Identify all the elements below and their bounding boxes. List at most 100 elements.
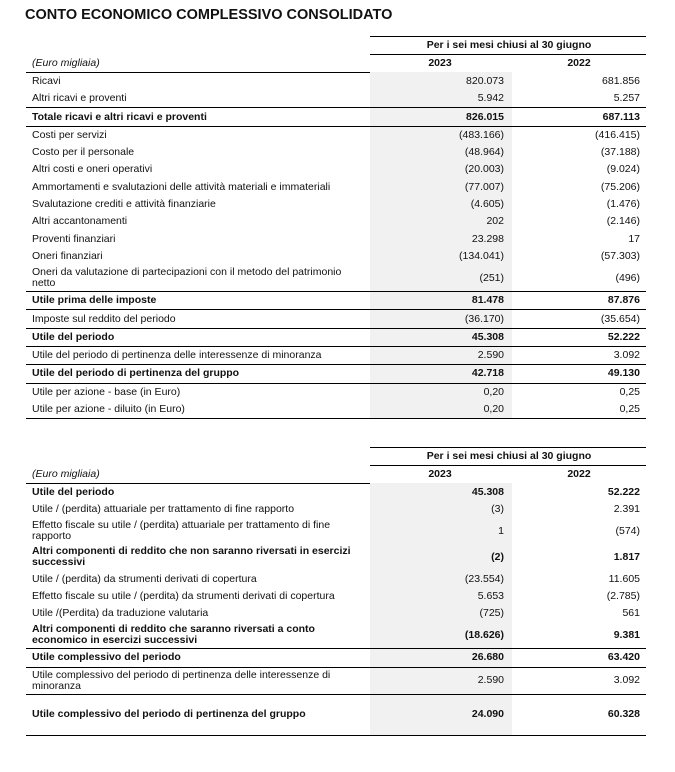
year-2022: 2022: [512, 54, 646, 73]
year-header-row: (Euro migliaia) 2023 2022: [26, 54, 646, 73]
period-header-row: Per i sei mesi chiusi al 30 giugno: [26, 447, 646, 466]
value-2023: 820.073: [370, 72, 512, 91]
value-2023: 1: [370, 518, 512, 545]
table-row: Imposte sul reddito del periodo (36.170) (…: [26, 309, 646, 329]
row-label: Utile del periodo di pertinenza del grup…: [26, 364, 370, 384]
value-2022: 687.113: [512, 107, 646, 127]
table-row: Utile complessivo del periodo di pertine…: [26, 667, 646, 695]
value-2023: 42.718: [370, 364, 512, 384]
row-label: Utile / (perdita) da strumenti derivati …: [32, 572, 257, 585]
value-2022: 87.876: [512, 291, 646, 311]
table-row: Utile del periodo 45.308 52.222: [26, 483, 646, 502]
unit-label: (Euro migliaia): [26, 54, 370, 73]
value-2023: (2): [370, 544, 512, 571]
value-2023: (483.166): [370, 126, 512, 144]
table-row: Utile complessivo del periodo di pertine…: [26, 693, 646, 736]
row-label: Oneri finanziari: [32, 249, 103, 262]
value-2023: (23.554): [370, 570, 512, 588]
value-2023: 5.942: [370, 90, 512, 108]
value-2023: (251): [370, 265, 512, 292]
page-title: CONTO ECONOMICO COMPLESSIVO CONSOLIDATO: [25, 7, 393, 23]
value-2022: 0,25: [619, 385, 640, 398]
value-2022: (496): [615, 271, 640, 284]
value-2022: 63.420: [512, 648, 646, 668]
table-row: Utile /(Perdita) da traduzione valutaria…: [26, 604, 646, 623]
row-label: Altri accantonamenti: [32, 215, 128, 228]
year-2023: 2023: [370, 465, 512, 484]
row-label: Costi per servizi: [32, 128, 107, 141]
table-row: Effetto fiscale su utile / (perdita) da …: [26, 587, 646, 605]
row-label: Imposte sul reddito del periodo: [32, 312, 176, 325]
table-row: Altri ricavi e proventi 5.942 5.257: [26, 90, 646, 108]
value-2022: 2.391: [613, 503, 640, 516]
value-2023: 26.680: [370, 648, 512, 668]
table-row: Altri componenti di reddito che saranno …: [26, 622, 646, 649]
row-label: Altri componenti di reddito che non sara…: [32, 545, 351, 569]
value-2022: 52.222: [512, 327, 646, 347]
year-2022: 2022: [512, 465, 646, 484]
unit-label: (Euro migliaia): [26, 465, 370, 484]
table-row: Altri costi e oneri operativi (20.003) (9.…: [26, 161, 646, 179]
comprehensive-income-table: Per i sei mesi chiusi al 30 giugno (Euro…: [26, 447, 646, 736]
table-row: Costi per servizi (483.166) (416.415): [26, 126, 646, 144]
value-2023: 23.298: [370, 230, 512, 248]
row-label: Utile del periodo: [26, 327, 370, 347]
table-row: Oneri finanziari (134.041) (57.303): [26, 247, 646, 266]
table-row: Proventi finanziari 23.298 17: [26, 230, 646, 248]
table-row: Utile complessivo del periodo 26.680 63.42…: [26, 648, 646, 668]
table-row: Utile / (perdita) da strumenti derivati …: [26, 570, 646, 588]
row-label: Svalutazione crediti e attività finanzia…: [32, 198, 216, 211]
value-2022: (37.188): [600, 146, 640, 159]
row-label: Utile per azione - diluito (in Euro): [26, 400, 370, 420]
value-2022: (9.024): [606, 163, 640, 176]
row-label: Oneri da valutazione di partecipazioni c…: [32, 266, 342, 290]
table-row: Altri accantonamenti 202 (2.146): [26, 213, 646, 231]
value-2023: 81.478: [370, 291, 512, 311]
table-row: Totale ricavi e altri ricavi e proventi 8…: [26, 107, 646, 127]
row-label: Ammortamenti e svalutazioni delle attivi…: [32, 180, 331, 193]
value-2022: (75.206): [600, 180, 640, 193]
value-2022: (2.785): [606, 589, 640, 602]
row-label: Utile / (perdita) attuariale per trattam…: [32, 503, 295, 516]
value-2022: 11.605: [608, 572, 640, 585]
row-label: Altri componenti di reddito che saranno …: [32, 623, 315, 647]
value-2022: 49.130: [512, 364, 646, 384]
value-2023: 0,20: [370, 383, 512, 401]
value-2023: 45.308: [370, 483, 512, 502]
value-2022: 9.381: [613, 628, 640, 641]
value-2022: (2.146): [606, 215, 640, 228]
value-2022: 5.257: [613, 92, 640, 105]
value-2023: (77.007): [370, 178, 512, 196]
row-label: Utile complessivo del periodo di pertine…: [32, 668, 331, 692]
value-2023: (18.626): [370, 622, 512, 649]
value-2022: 60.328: [512, 693, 646, 736]
value-2023: (48.964): [370, 143, 512, 162]
table-row: Utile per azione - base (in Euro) 0,20 0,2…: [26, 383, 646, 401]
value-2023: 5.653: [370, 587, 512, 605]
table-row: Utile del periodo di pertinenza del grup…: [26, 364, 646, 384]
year-header-row: (Euro migliaia) 2023 2022: [26, 465, 646, 484]
value-2022: 3.092: [613, 349, 640, 362]
period-header: Per i sei mesi chiusi al 30 giugno: [370, 36, 646, 55]
table-row: Costo per il personale (48.964) (37.188): [26, 143, 646, 162]
table-row: Utile del periodo di pertinenza delle in…: [26, 346, 646, 365]
value-2023: 0,20: [370, 400, 512, 420]
value-2023: (3): [370, 501, 512, 519]
table-row: Utile prima delle imposte 81.478 87.876: [26, 291, 646, 311]
value-2023: (20.003): [370, 161, 512, 179]
value-2023: (4.605): [370, 195, 512, 214]
row-label: Effetto fiscale su utile / (perdita) att…: [32, 519, 331, 543]
value-2023: (36.170): [370, 309, 512, 329]
row-label: Costo per il personale: [32, 146, 135, 159]
row-label: Utile /(Perdita) da traduzione valutaria: [32, 607, 209, 620]
value-2023: 826.015: [370, 107, 512, 127]
row-label: Utile del periodo: [32, 485, 115, 498]
value-2022: (416.415): [595, 128, 640, 141]
row-label: Totale ricavi e altri ricavi e proventi: [26, 107, 370, 127]
value-2023: (134.041): [370, 247, 512, 266]
table-row: Effetto fiscale su utile / (perdita) att…: [26, 518, 646, 545]
value-2022: 17: [628, 232, 640, 245]
value-2023: 45.308: [370, 327, 512, 347]
value-2022: 681.856: [602, 74, 640, 87]
table-row: Oneri da valutazione di partecipazioni c…: [26, 265, 646, 292]
